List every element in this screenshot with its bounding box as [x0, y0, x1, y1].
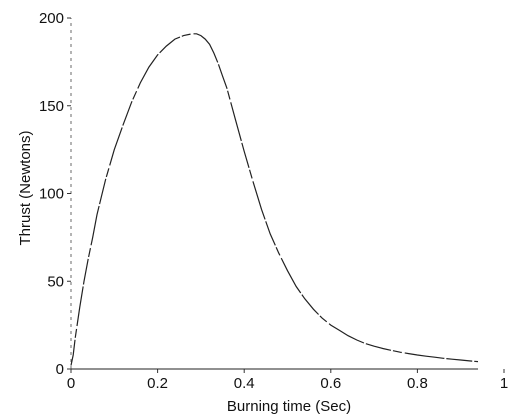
x-tick-label: 0	[67, 375, 75, 392]
axes	[67, 17, 505, 373]
y-tick-label: 0	[56, 361, 64, 378]
x-axis-label: Burning time (Sec)	[227, 398, 351, 415]
x-tick-label: 1	[500, 375, 508, 392]
series-group	[70, 33, 479, 370]
tick-labels: 0 50 100 150 200 0 0.2 0.4 0.6 0.8 1	[39, 10, 508, 392]
y-tick-label: 200	[39, 10, 64, 27]
x-tick-label: 0.4	[234, 375, 255, 392]
y-tick-label: 100	[39, 186, 64, 203]
x-tick-label: 0.2	[147, 375, 168, 392]
thrust-curve	[70, 33, 479, 366]
y-tick-label: 150	[39, 98, 64, 115]
y-tick-label: 50	[47, 273, 64, 290]
x-tick-label: 0.8	[407, 375, 428, 392]
y-axis-label: Thrust (Newtons)	[17, 130, 34, 245]
x-tick-label: 0.6	[320, 375, 341, 392]
